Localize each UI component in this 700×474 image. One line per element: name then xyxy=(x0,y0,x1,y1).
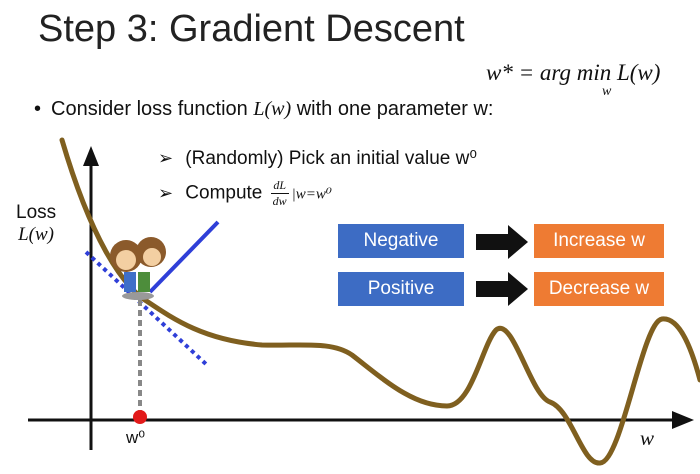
positive-box: Positive xyxy=(338,272,464,306)
bullet-suffix: with one parameter w: xyxy=(291,98,494,120)
fraction-denominator: dw xyxy=(272,194,287,208)
x-axis-label: w xyxy=(640,426,655,450)
x-axis-arrowhead-icon xyxy=(672,411,694,429)
slide-title: Step 3: Gradient Descent xyxy=(38,8,465,50)
formula-subscript: w xyxy=(602,84,612,99)
evaluation-bar: |w=w⁰ xyxy=(291,186,332,203)
arrow-right-icon xyxy=(476,272,528,306)
tangent-line xyxy=(84,250,210,368)
loss-axis-label: Loss L(w) xyxy=(16,202,56,246)
loss-curve xyxy=(59,137,700,466)
arrow-right-icon xyxy=(476,225,528,259)
kids-character-icon xyxy=(110,237,166,300)
initial-value-label: w⁰ xyxy=(126,428,146,447)
increase-w-box: Increase w xyxy=(534,224,664,258)
y-axis-arrowhead-icon xyxy=(83,146,99,166)
gradient-direction-line xyxy=(148,220,220,294)
decrease-w-box: Decrease w xyxy=(534,272,664,306)
step-compute-derivative: ➢ Compute dL dw |w=w⁰ xyxy=(158,178,332,209)
step-prefix: Compute xyxy=(185,182,268,204)
bullet-prefix: Consider loss function xyxy=(51,98,254,120)
bullet-dot-icon: • xyxy=(34,98,42,120)
loss-label-word: Loss xyxy=(16,202,57,223)
arrowhead-bullet-icon: ➢ xyxy=(158,182,174,203)
arrowhead-bullet-icon: ➢ xyxy=(158,148,174,168)
bullet-point: • Consider loss function L(w) with one pa… xyxy=(34,98,493,121)
step-pick-initial: ➢ (Randomly) Pick an initial value w⁰ xyxy=(158,147,477,170)
bullet-math: L(w) xyxy=(253,98,292,120)
objective-formula: w* = arg min L(w) w xyxy=(486,60,661,99)
step-text: (Randomly) Pick an initial value w⁰ xyxy=(185,148,477,169)
negative-box: Negative xyxy=(338,224,464,258)
fraction-numerator: dL xyxy=(270,178,289,194)
derivative-fraction: dL dw xyxy=(270,178,289,209)
initial-point-marker xyxy=(133,410,147,424)
loss-label-math: L(w) xyxy=(18,224,55,245)
formula-main: w* = arg min L(w) xyxy=(486,60,661,85)
